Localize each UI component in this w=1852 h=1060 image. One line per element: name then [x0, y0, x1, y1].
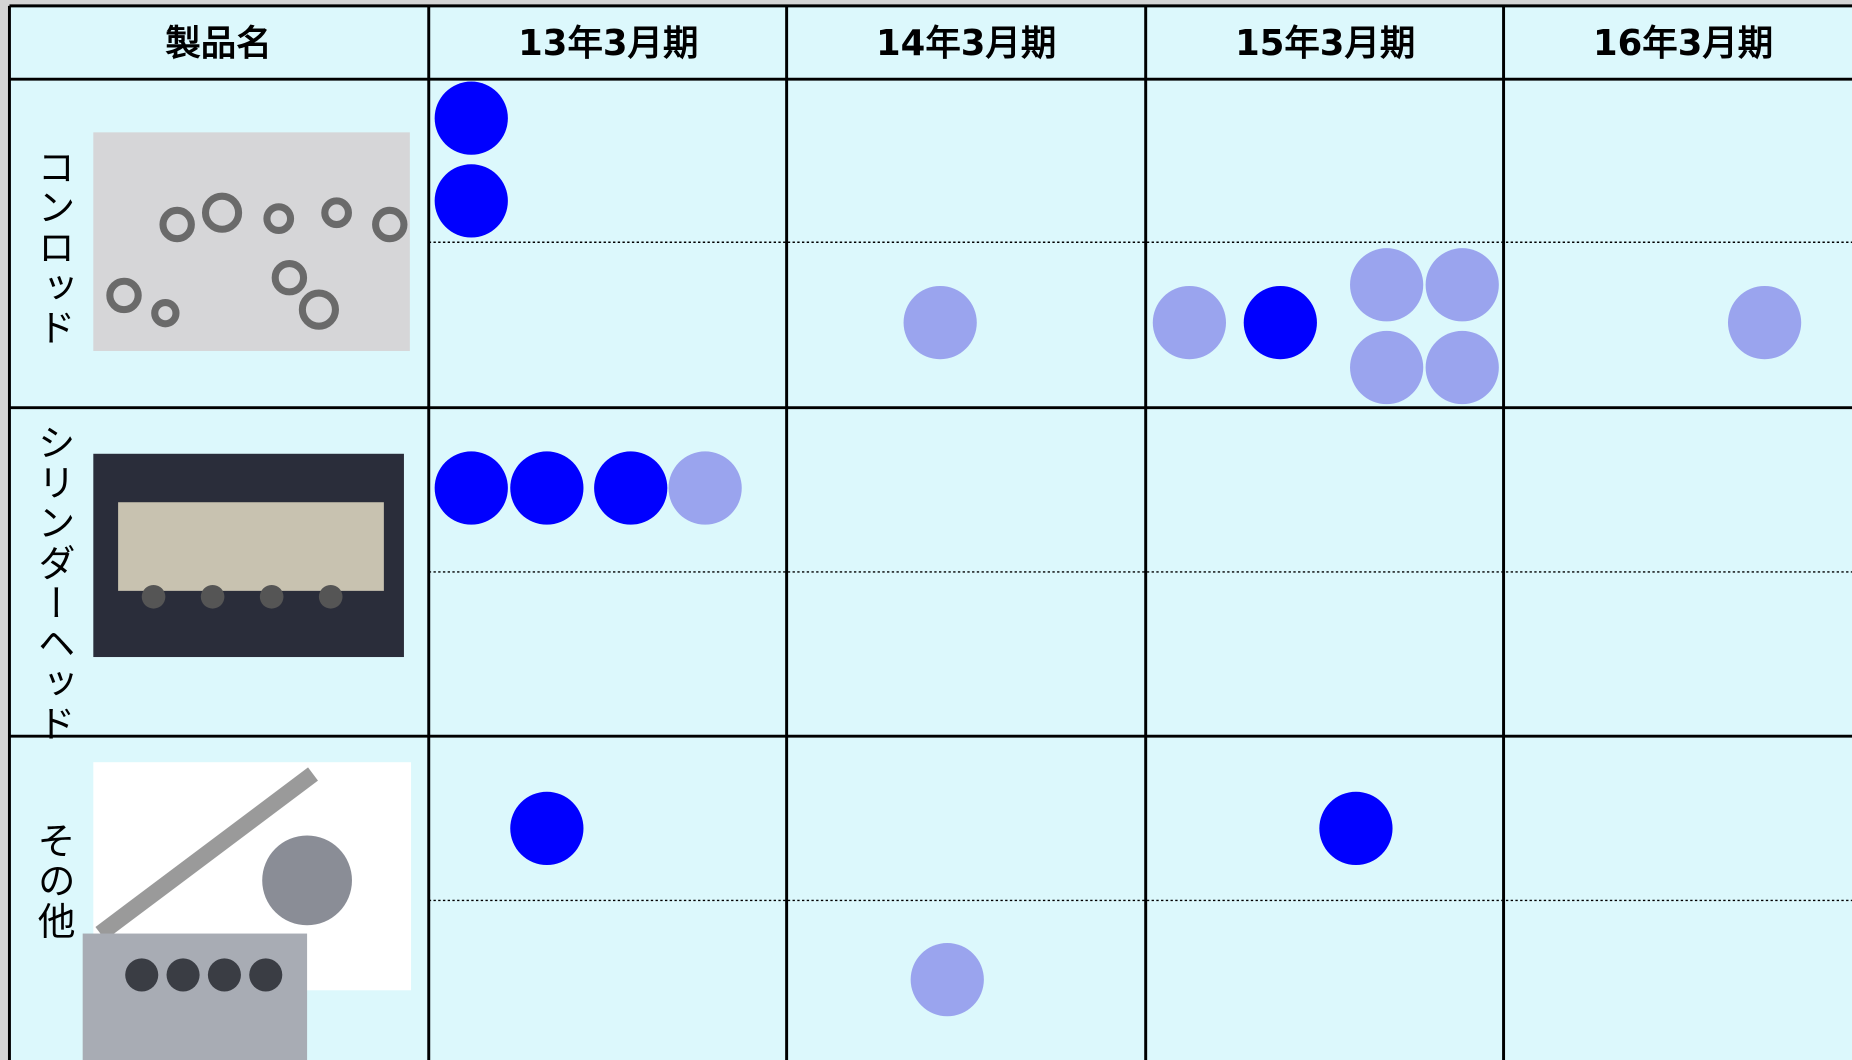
marker-light [668, 451, 742, 525]
marker-dark [434, 81, 508, 155]
marker-light [910, 943, 984, 1017]
product-image [93, 132, 410, 351]
marker-dark [434, 451, 508, 525]
marker-dark [594, 451, 668, 525]
grid [7, 4, 1852, 1060]
header-cell: 16年3月期 [1593, 23, 1773, 64]
marker-light [1350, 330, 1424, 405]
marker-dark [510, 451, 584, 525]
marker-dark [510, 791, 584, 866]
header-cell: 製品名 [165, 23, 271, 64]
marker-light [903, 285, 977, 360]
product-image [93, 453, 404, 658]
row-label: コンロッド [31, 148, 75, 349]
marker-light [1425, 248, 1499, 322]
product-image [82, 762, 412, 1060]
marker-dark [1319, 791, 1393, 866]
marker-light [1727, 285, 1802, 360]
marker-light [1152, 285, 1227, 360]
marker-light [1350, 248, 1424, 322]
header-cell: 13年3月期 [518, 23, 698, 64]
marker-dark [434, 164, 508, 238]
marker-dark [1243, 285, 1317, 360]
header-cell: 14年3月期 [876, 23, 1056, 64]
marker-light [1425, 330, 1499, 405]
row-label: その他 [31, 821, 75, 942]
row-label: シリンダーヘッド [31, 423, 75, 744]
markers [434, 81, 1802, 1017]
header-cell: 15年3月期 [1235, 23, 1415, 64]
